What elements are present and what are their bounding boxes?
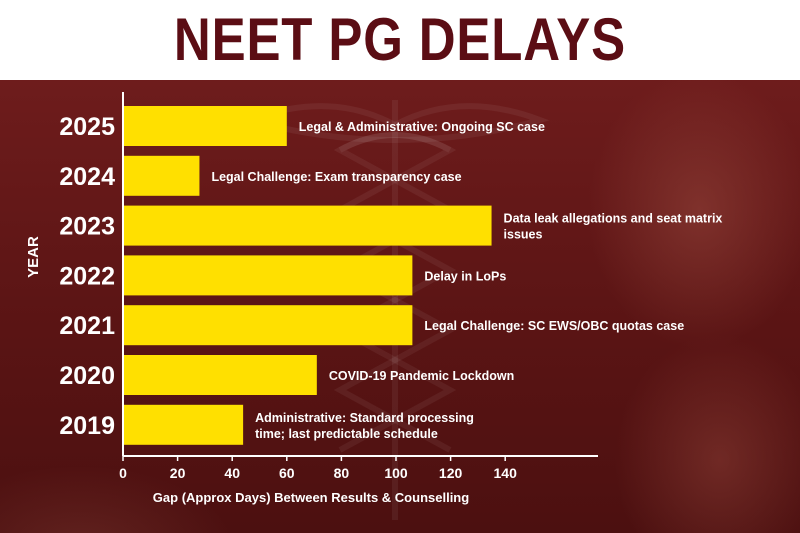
annotation-2025: Legal & Administrative: Ongoing SC case bbox=[299, 120, 545, 134]
category-label-2019: 2019 bbox=[59, 412, 115, 440]
category-label-2022: 2022 bbox=[59, 262, 115, 290]
bar-2019 bbox=[124, 404, 244, 445]
bar-2020 bbox=[124, 355, 317, 395]
category-label-2023: 2023 bbox=[59, 213, 115, 241]
header: NEET PG DELAYS bbox=[0, 0, 800, 80]
x-tick-label-120: 120 bbox=[439, 465, 463, 481]
category-label-2025: 2025 bbox=[59, 113, 115, 141]
x-tick-label-140: 140 bbox=[494, 465, 518, 481]
annotation-2022: Delay in LoPs bbox=[424, 269, 506, 283]
category-label-2020: 2020 bbox=[59, 362, 115, 390]
x-tick-label-20: 20 bbox=[170, 465, 186, 481]
x-tick-label-100: 100 bbox=[384, 465, 408, 481]
category-label-2024: 2024 bbox=[59, 163, 115, 191]
bar-2021 bbox=[124, 305, 413, 346]
annotation-2024: Legal Challenge: Exam transparency case bbox=[211, 170, 461, 184]
bar-2022 bbox=[124, 255, 413, 296]
bar-2024 bbox=[124, 155, 200, 196]
category-label-2021: 2021 bbox=[59, 312, 115, 340]
bar-2025 bbox=[124, 106, 287, 146]
annotation-2021: Legal Challenge: SC EWS/OBC quotas case bbox=[424, 319, 684, 333]
annotation-2019: Administrative: Standard processing time;… bbox=[255, 411, 474, 441]
x-axis-label: Gap (Approx Days) Between Results & Coun… bbox=[153, 490, 469, 505]
annotation-2020: COVID-19 Pandemic Lockdown bbox=[329, 369, 514, 383]
annotation-2023: Data leak allegations and seat matrix iss… bbox=[504, 212, 723, 242]
bar-2023 bbox=[124, 205, 492, 246]
page-title: NEET PG DELAYS bbox=[173, 6, 627, 73]
y-axis-label: YEAR bbox=[25, 236, 42, 278]
x-tick-label-80: 80 bbox=[334, 465, 350, 481]
x-tick-label-40: 40 bbox=[224, 465, 240, 481]
x-tick-label-60: 60 bbox=[279, 465, 295, 481]
x-tick-label-0: 0 bbox=[119, 465, 127, 481]
